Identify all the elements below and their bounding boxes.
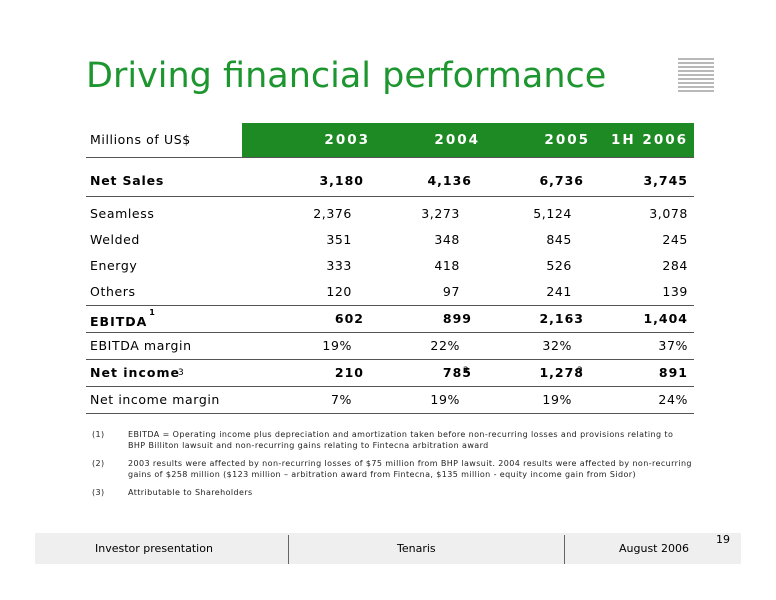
cell: 785 xyxy=(442,365,472,380)
row-label: EBITDA margin xyxy=(90,338,192,353)
footnote-marker: 2 xyxy=(577,366,584,376)
footnote-number: (1) xyxy=(92,430,105,439)
year-header: 2004 xyxy=(434,132,480,148)
cell: 7% xyxy=(330,392,352,407)
cell: 2,163 xyxy=(539,311,584,326)
tenaris-logo-icon xyxy=(678,58,714,96)
year-header: 2005 xyxy=(544,132,590,148)
row-label: EBITDA1 xyxy=(90,306,156,335)
cell: 845 xyxy=(546,232,572,247)
footnote-marker: 2 xyxy=(463,366,470,376)
page-number: 19 xyxy=(716,533,730,546)
row-label: Others xyxy=(90,284,136,299)
table-header-row: Millions of US$ 2003 2004 2005 1H 2006 xyxy=(86,123,694,158)
cell: 5,124 xyxy=(533,206,572,221)
net-income-label-text: Net income xyxy=(90,365,180,380)
cell: 6,736 xyxy=(539,173,584,188)
cell: 3,745 xyxy=(643,173,688,188)
footnote: (1) EBITDA = Operating income plus depre… xyxy=(92,430,692,451)
year-header: 2003 xyxy=(324,132,370,148)
cell: 348 xyxy=(434,232,460,247)
units-label: Millions of US$ xyxy=(90,132,191,147)
header-band xyxy=(242,123,694,157)
cell: 3,273 xyxy=(421,206,460,221)
cell: 210 xyxy=(334,365,364,380)
footnote-marker: 1 xyxy=(149,308,156,317)
row-label: Net income margin xyxy=(90,392,220,407)
footnote: (3) Attributable to Shareholders xyxy=(92,488,692,499)
footer-bar: Investor presentation Tenaris August 200… xyxy=(35,533,741,564)
cell: 1,278 xyxy=(539,365,584,380)
ebitda-margin-row: EBITDA margin 19% 22% 32% 37% xyxy=(86,333,694,360)
table-row: Welded 351 348 845 245 xyxy=(86,227,694,253)
row-label: Seamless xyxy=(90,206,155,221)
cell: 351 xyxy=(326,232,352,247)
table-row: Others 120 97 241 139 xyxy=(86,279,694,306)
year-header: 1H 2006 xyxy=(611,132,688,148)
footnote-text: EBITDA = Operating income plus depreciat… xyxy=(128,430,674,450)
cell: 602 xyxy=(334,311,364,326)
cell: 284 xyxy=(662,258,688,273)
cell: 241 xyxy=(546,284,572,299)
row-label: Net Sales xyxy=(90,173,165,188)
cell: 3,180 xyxy=(319,173,364,188)
cell: 1,404 xyxy=(643,311,688,326)
footer-divider xyxy=(288,535,289,564)
row-label: Welded xyxy=(90,232,140,247)
footnote-marker: 3 xyxy=(178,368,185,378)
cell: 24% xyxy=(658,392,688,407)
cell: 37% xyxy=(658,338,688,353)
cell: 19% xyxy=(322,338,352,353)
footer-center-text: Tenaris xyxy=(397,542,436,555)
footnote-text: Attributable to Shareholders xyxy=(128,488,253,497)
net-sales-row: Net Sales 3,180 4,136 6,736 3,745 xyxy=(86,168,694,197)
ebitda-label-text: EBITDA xyxy=(90,314,148,330)
ebitda-row: EBITDA1 602 899 2,163 1,404 xyxy=(86,306,694,333)
cell: 22% xyxy=(430,338,460,353)
cell: 19% xyxy=(430,392,460,407)
page-title: Driving financial performance xyxy=(86,56,607,96)
cell: 3,078 xyxy=(649,206,688,221)
financial-table: Millions of US$ 2003 2004 2005 1H 2006 N… xyxy=(86,123,694,414)
cell: 899 xyxy=(442,311,472,326)
table-row: Energy 333 418 526 284 xyxy=(86,253,694,279)
cell: 891 xyxy=(658,365,688,380)
row-label: Net income 3 xyxy=(90,360,184,386)
footnote: (2) 2003 results were affected by non-re… xyxy=(92,459,692,480)
footer-left-text: Investor presentation xyxy=(95,542,213,555)
net-income-margin-row: Net income margin 7% 19% 19% 24% xyxy=(86,387,694,414)
footnotes: (1) EBITDA = Operating income plus depre… xyxy=(92,430,692,507)
footnote-number: (2) xyxy=(92,459,105,468)
cell: 19% xyxy=(542,392,572,407)
footnote-number: (3) xyxy=(92,488,105,497)
cell: 4,136 xyxy=(427,173,472,188)
cell: 139 xyxy=(662,284,688,299)
net-income-row: Net income 3 210 785 2 1,278 2 891 xyxy=(86,360,694,387)
table-row: Seamless 2,376 3,273 5,124 3,078 xyxy=(86,201,694,227)
cell: 333 xyxy=(326,258,352,273)
row-label: Energy xyxy=(90,258,138,273)
cell: 32% xyxy=(542,338,572,353)
footer-divider xyxy=(564,535,565,564)
cell: 245 xyxy=(662,232,688,247)
cell: 120 xyxy=(326,284,352,299)
cell: 97 xyxy=(442,284,460,299)
footer-right-text: August 2006 xyxy=(619,542,689,555)
cell: 526 xyxy=(546,258,572,273)
footnote-text: 2003 results were affected by non-recurr… xyxy=(128,459,692,479)
cell: 418 xyxy=(434,258,460,273)
cell: 2,376 xyxy=(313,206,352,221)
